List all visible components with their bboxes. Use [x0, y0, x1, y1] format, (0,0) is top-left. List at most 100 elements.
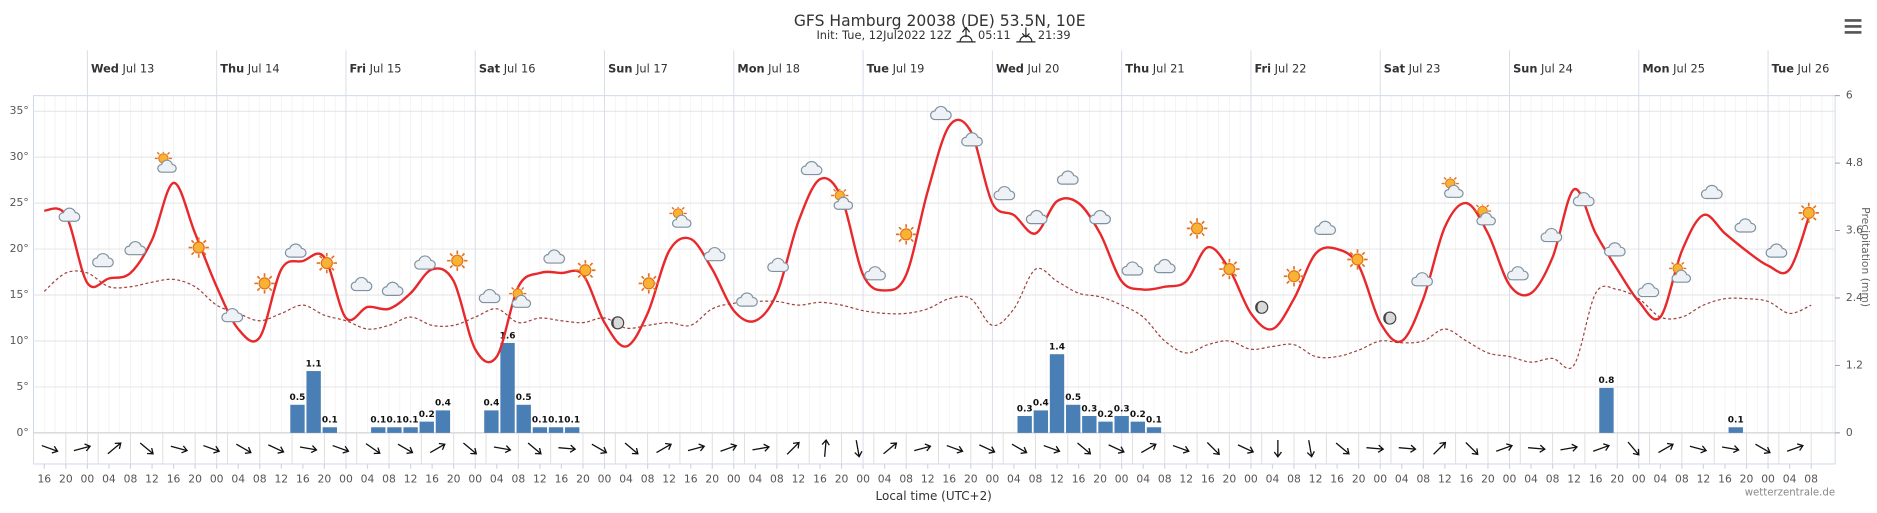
precip-label: 0.1	[1146, 416, 1162, 426]
x-axis-title: Local time (UTC+2)	[876, 489, 992, 503]
wind-arrow	[1043, 444, 1061, 454]
wind-arrow	[527, 442, 542, 455]
precip-label: 0.1	[564, 416, 580, 426]
wind-arrow	[1721, 445, 1740, 454]
x-tick-label: 16	[813, 473, 827, 486]
x-tick-label: 20	[447, 473, 461, 486]
day-label: Wed Jul 20	[996, 61, 1059, 75]
x-tick-label: 00	[1632, 473, 1646, 486]
wind-arrow	[1433, 441, 1447, 455]
wind-arrow	[1273, 440, 1282, 458]
day-weekday: Tue	[867, 61, 890, 75]
precip-label: 0.5	[1065, 393, 1081, 403]
day-weekday: Sat	[1384, 61, 1406, 75]
weather-icon	[895, 223, 918, 246]
x-tick-label: 08	[1158, 473, 1172, 486]
x-tick-label: 20	[1610, 473, 1624, 486]
y-tick-label: 15°	[10, 288, 29, 301]
day-weekday: Fri	[1255, 61, 1272, 75]
precip-bar	[1017, 416, 1032, 433]
day-date: Jul 17	[635, 61, 668, 75]
precip-label: 0.1	[1728, 416, 1744, 426]
x-tick-label: 00	[1503, 473, 1517, 486]
x-tick-label: 08	[382, 473, 396, 486]
wind-arrow	[1592, 443, 1610, 452]
x-tick-label: 04	[1266, 473, 1280, 486]
wind-arrow	[624, 442, 639, 455]
wind-arrow	[41, 444, 59, 454]
precip-bar	[322, 427, 337, 433]
menu-bar[interactable]	[1844, 31, 1862, 34]
x-tick-label: 20	[705, 473, 719, 486]
x-tick-label: 04	[231, 473, 245, 486]
day-label: Sun Jul 17	[608, 61, 668, 75]
x-tick-label: 08	[641, 473, 655, 486]
chart-title: GFS Hamburg 20038 (DE) 53.5N, 10E	[794, 12, 1086, 30]
y-tick-label: 25°	[10, 196, 29, 209]
weather-icon	[1283, 265, 1306, 288]
wind-arrow	[299, 445, 318, 454]
y-tick-label: 10°	[10, 334, 29, 347]
x-tick-label: 04	[749, 473, 763, 486]
wind-arrow	[429, 442, 446, 454]
day-label: Thu Jul 14	[220, 61, 279, 75]
x-tick-label: 04	[1524, 473, 1538, 486]
x-tick-label: 00	[468, 473, 482, 486]
precip-bar	[419, 421, 434, 433]
precip-bar	[1065, 404, 1081, 433]
wind-arrow	[268, 444, 285, 454]
wind-arrow	[1108, 444, 1125, 454]
day-weekday: Tue	[1772, 61, 1795, 75]
x-tick-label: 00	[1244, 473, 1258, 486]
x-tick-label: 20	[59, 473, 73, 486]
precip-label: 1.4	[1049, 343, 1065, 353]
precip-label: 0.1	[548, 416, 564, 426]
day-date: Jul 23	[1408, 61, 1441, 75]
x-tick-label: 16	[425, 473, 439, 486]
precip-label: 0.1	[370, 416, 386, 426]
y-tick-label: 20°	[10, 242, 29, 255]
wind-arrow	[1689, 445, 1708, 454]
x-tick-label: 20	[1093, 473, 1107, 486]
day-date: Jul 20	[1027, 61, 1060, 75]
precip-label: 0.8	[1599, 376, 1615, 386]
day-label: Sat Jul 23	[1384, 61, 1441, 75]
precip-label: 0.1	[386, 416, 402, 426]
x-tick-label: 16	[1201, 473, 1215, 486]
precip-bar	[306, 371, 321, 433]
weather-icon	[637, 272, 660, 295]
precip-bar	[435, 410, 451, 433]
day-weekday: Sun	[608, 61, 632, 75]
menu-button[interactable]	[1844, 19, 1862, 34]
dewpoint-line	[43, 267, 1812, 370]
x-tick-label: 04	[878, 473, 892, 486]
wind-arrow	[1206, 442, 1220, 456]
wind-arrow	[558, 444, 577, 453]
wind-arrow	[1335, 442, 1350, 455]
x-tick-label: 04	[1136, 473, 1150, 486]
precip-bar	[403, 427, 418, 433]
x-tick-label: 20	[964, 473, 978, 486]
day-date: Jul 13	[122, 61, 155, 75]
day-label: Wed Jul 13	[91, 61, 154, 75]
x-tick-label: 04	[361, 473, 375, 486]
x-tick-label: 04	[102, 473, 116, 486]
y2-axis-title: Precipitation (mm)	[1859, 207, 1872, 307]
menu-bar[interactable]	[1844, 25, 1862, 28]
subtitle-sunrise: 05:11	[978, 28, 1011, 42]
wind-arrow	[1011, 443, 1028, 454]
x-tick-label: 00	[986, 473, 1000, 486]
wind-arrow	[1306, 440, 1315, 458]
y-tick-label: 30°	[10, 150, 29, 163]
precip-bar	[1098, 421, 1113, 433]
wind-arrow	[979, 444, 996, 454]
menu-bar[interactable]	[1844, 19, 1862, 22]
x-tick-label: 16	[942, 473, 956, 486]
x-tick-label: 12	[1438, 473, 1452, 486]
x-tick-label: 00	[81, 473, 95, 486]
day-label: Fri Jul 15	[350, 61, 402, 75]
wind-arrow	[656, 442, 672, 454]
wind-arrow	[914, 443, 932, 452]
x-tick-label: 20	[1481, 473, 1495, 486]
